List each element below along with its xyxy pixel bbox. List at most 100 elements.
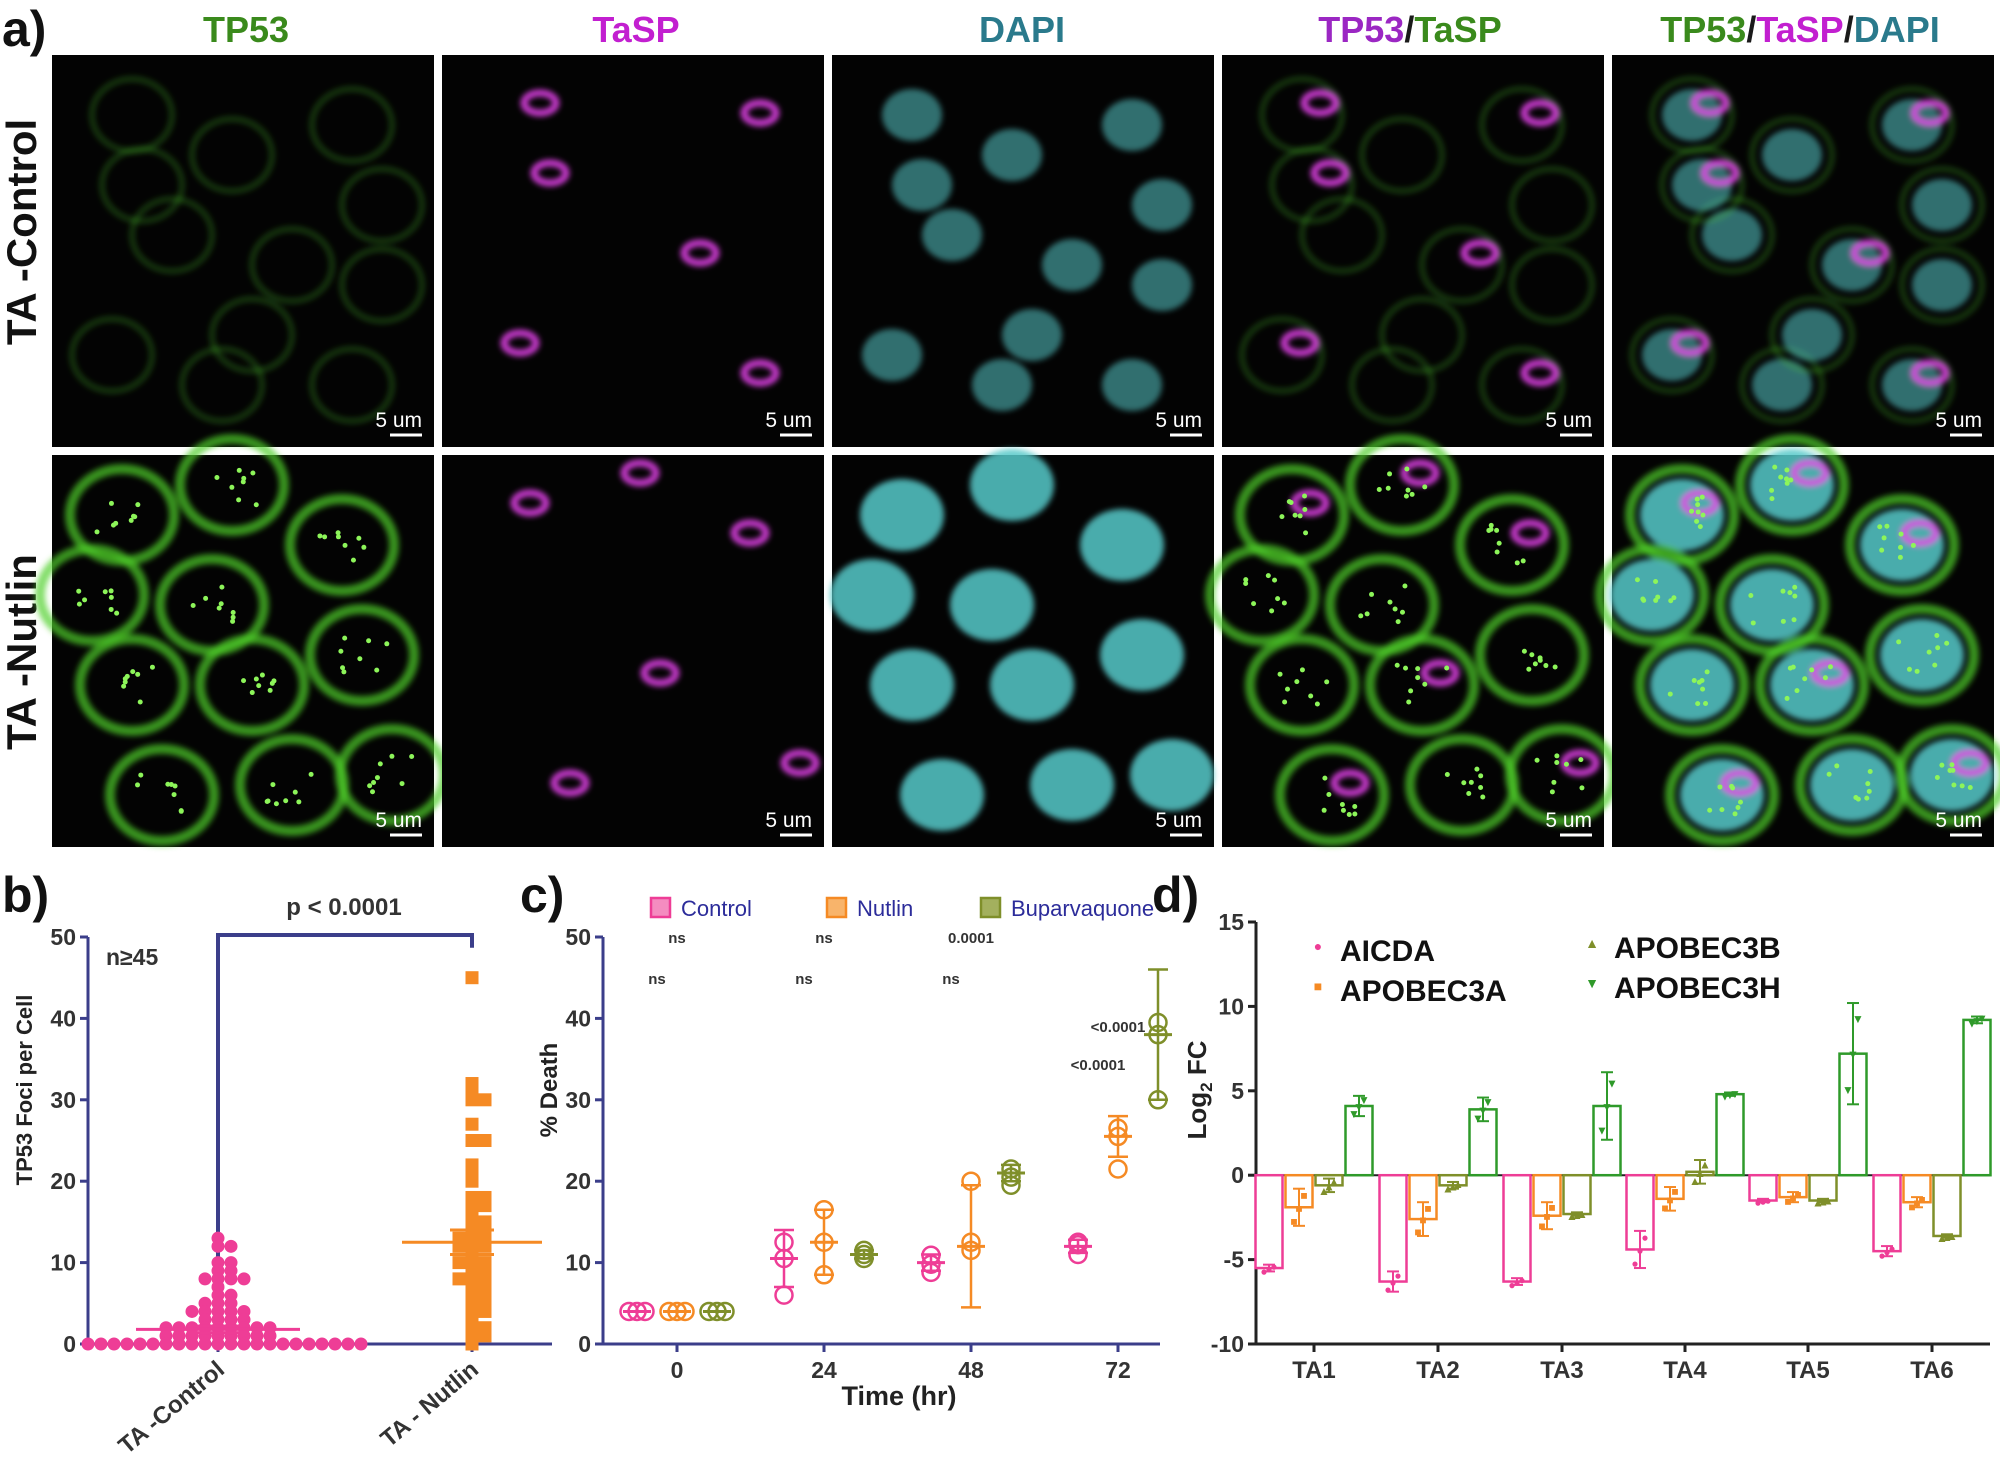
scale-bar-label: 5 um: [1935, 809, 1982, 832]
tp53-focus: [1784, 467, 1790, 473]
tp53-focus: [1478, 785, 1484, 791]
tp53-focus: [342, 542, 348, 548]
merge-part: TP53: [1318, 9, 1404, 50]
nucleus: [1680, 759, 1764, 831]
tp53-focus: [1695, 509, 1701, 515]
replicate-point: ▼: [1472, 1112, 1484, 1126]
tp53-focus: [1303, 530, 1309, 536]
tp53-focus: [1532, 661, 1538, 667]
tp53-focus: [1864, 795, 1870, 801]
tp53-focus: [1641, 597, 1647, 603]
data-point: [211, 1337, 225, 1351]
tp53-focus: [1387, 471, 1393, 477]
tp53-focus: [1468, 779, 1474, 785]
cell-layer: [1629, 76, 1985, 424]
tp53-focus: [1906, 666, 1912, 672]
tp53-focus: [1910, 542, 1916, 548]
y-tick-label: 50: [565, 924, 591, 950]
nucleus: [1822, 239, 1882, 291]
data-point: [185, 1304, 199, 1318]
replicate-point: ■: [1419, 1213, 1426, 1227]
cytoplasm-signal: [339, 166, 425, 244]
cytoplasm-signal: [1689, 196, 1775, 274]
y-tick-label: 10: [565, 1250, 591, 1276]
cytoplasm-signal: [1239, 316, 1325, 394]
replicate-point: ▼: [1601, 1100, 1613, 1114]
merge-part: /: [1404, 9, 1414, 50]
data-point: [961, 1171, 981, 1191]
tp53-focus: [1700, 512, 1706, 518]
tasp-signal: [1690, 89, 1730, 117]
data-point: [715, 1301, 735, 1322]
replicate-point: ▼: [1847, 1048, 1859, 1062]
tp53-focus: [350, 557, 356, 563]
nucleus: [1882, 99, 1942, 151]
tp53-focus: [1404, 466, 1410, 472]
cytoplasm-signal: [69, 316, 155, 394]
tp53-focus: [1302, 493, 1308, 499]
cytoplasm-signal: [1635, 634, 1749, 736]
tp53-focus: [374, 667, 380, 673]
replicate-point: ▲: [1566, 1209, 1578, 1223]
cytoplasm-signal: [1665, 744, 1779, 846]
data-point: [224, 1337, 238, 1351]
x-tick-label: TA5: [1786, 1357, 1830, 1384]
tp53-focus: [1671, 595, 1677, 601]
tp53-focus: [1791, 617, 1797, 623]
replicate-point: ●: [1508, 1278, 1515, 1292]
tp53-focus: [356, 535, 362, 541]
tp53-focus: [218, 601, 224, 607]
nucleus: [1702, 209, 1762, 261]
y-tick-label: 0: [578, 1331, 591, 1357]
nucleus: [1650, 649, 1734, 721]
cytoplasm-signal: [1245, 634, 1359, 736]
tp53-focus: [230, 610, 236, 616]
data-point: [354, 1337, 368, 1351]
replicate-point: ▲: [1699, 1158, 1711, 1172]
nucleus: [1002, 309, 1062, 361]
cytoplasm-signal: [1479, 86, 1565, 164]
data-point: [774, 1232, 794, 1252]
x-tick-label: 48: [958, 1357, 984, 1383]
y-tick-label: 30: [50, 1087, 76, 1113]
replicate-point: ▲: [1328, 1175, 1340, 1189]
bracket-upper-label: 0.0001: [948, 930, 994, 947]
tp53-focus: [253, 676, 259, 682]
replicate-point: ▲: [1442, 1182, 1454, 1196]
replicate-point: ●: [1384, 1283, 1391, 1297]
tp53-focus: [1935, 645, 1941, 651]
tp53-focus: [1480, 794, 1486, 800]
data-point: [478, 1093, 492, 1107]
data-point: [1001, 1167, 1021, 1187]
data-point: [276, 1337, 290, 1351]
tp53-focus: [1694, 496, 1700, 502]
tp53-focus: [171, 792, 177, 798]
x-tick-label: 72: [1105, 1357, 1131, 1383]
tp53-focus: [1394, 662, 1400, 668]
cytoplasm-signal: [99, 146, 185, 224]
bar: [1932, 1173, 1962, 1238]
x-tick-label: TA6: [1910, 1357, 1954, 1384]
tp53-focus: [1488, 526, 1494, 532]
bracket-upper-label: ns: [668, 930, 686, 947]
y-tick-label: 50: [50, 924, 76, 950]
replicate-point: ▲: [1689, 1174, 1701, 1188]
merge-part: TP53: [1660, 9, 1746, 50]
tp53-focus: [335, 534, 341, 540]
data-point: [478, 1199, 492, 1213]
bar: [1962, 1018, 1992, 1177]
data-point: [961, 1240, 981, 1261]
scale-bar-label: 5 um: [1545, 409, 1592, 432]
tasp-signal: [730, 519, 770, 547]
panel-c-plot: 0 10 20 30 40 50 0 24 48 72 Control Nutlin Buparvaqu…: [565, 896, 1172, 1383]
tp53-focus: [377, 761, 383, 767]
tp53-foci-layer: [76, 467, 415, 814]
y-tick-label: 40: [565, 1005, 591, 1031]
replicate-point: ▼: [1719, 1089, 1731, 1103]
tp53-focus: [1358, 613, 1364, 619]
bracket-lower-label: ns: [795, 971, 813, 988]
x-tick-label: TA4: [1663, 1357, 1707, 1384]
tp53-focus: [1578, 757, 1584, 763]
tp53-focus: [1340, 807, 1346, 813]
nucleus: [1810, 749, 1894, 821]
